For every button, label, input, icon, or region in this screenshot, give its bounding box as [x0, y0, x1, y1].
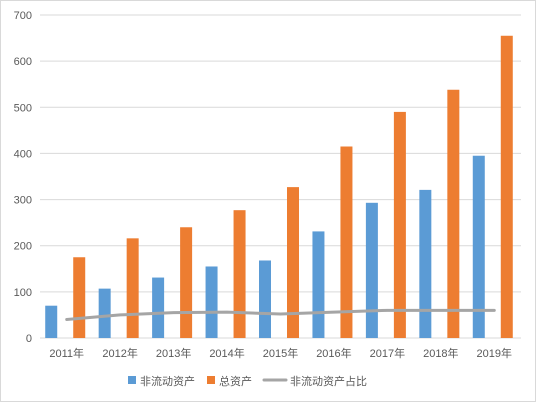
- bar-non-current-assets: [45, 305, 58, 338]
- bar-non-current-assets: [472, 155, 485, 338]
- x-tick-label: 2016年: [316, 346, 351, 360]
- bar-total-assets: [287, 187, 299, 338]
- x-tick-label: 2011年: [49, 346, 84, 360]
- x-tick-label: 2017年: [370, 346, 405, 360]
- y-tick-label: 0: [26, 333, 32, 345]
- x-tick-label: 2013年: [156, 346, 191, 360]
- bar-non-current-assets: [205, 266, 218, 338]
- x-tick-label: 2012年: [102, 346, 137, 360]
- x-tick-label: 2018年: [423, 346, 458, 360]
- legend-swatch: [128, 376, 136, 384]
- bar-non-current-assets: [312, 231, 325, 338]
- y-tick-label: 700: [14, 10, 32, 22]
- bar-non-current-assets: [152, 277, 165, 338]
- bar-non-current-assets: [259, 260, 271, 338]
- legend-label: 非流动资产: [140, 374, 195, 388]
- bar-non-current-assets: [98, 288, 111, 338]
- bar-total-assets: [340, 146, 353, 338]
- y-tick-label: 200: [14, 241, 32, 253]
- y-tick-label: 300: [14, 195, 32, 207]
- legend-label: 非流动资产占比: [290, 374, 367, 388]
- legend-swatch: [207, 376, 215, 384]
- bar-total-assets: [393, 111, 406, 339]
- line-ratio: [65, 308, 496, 322]
- y-tick-label: 400: [14, 148, 32, 160]
- bar-total-assets: [73, 257, 86, 338]
- bar-total-assets: [180, 227, 193, 338]
- y-tick-label: 500: [14, 102, 32, 114]
- bar-total-assets: [126, 238, 139, 338]
- bar-non-current-assets: [365, 202, 378, 338]
- bar-total-assets: [233, 210, 246, 338]
- y-tick-label: 100: [14, 287, 32, 299]
- bar-total-assets: [447, 89, 460, 338]
- x-tick-label: 2019年: [477, 346, 512, 360]
- legend-label: 总资产: [219, 374, 252, 388]
- y-tick-label: 600: [14, 56, 32, 68]
- x-tick-label: 2015年: [263, 346, 298, 360]
- bar-total-assets: [500, 35, 513, 339]
- bar-non-current-assets: [419, 189, 432, 338]
- x-tick-label: 2014年: [209, 346, 244, 360]
